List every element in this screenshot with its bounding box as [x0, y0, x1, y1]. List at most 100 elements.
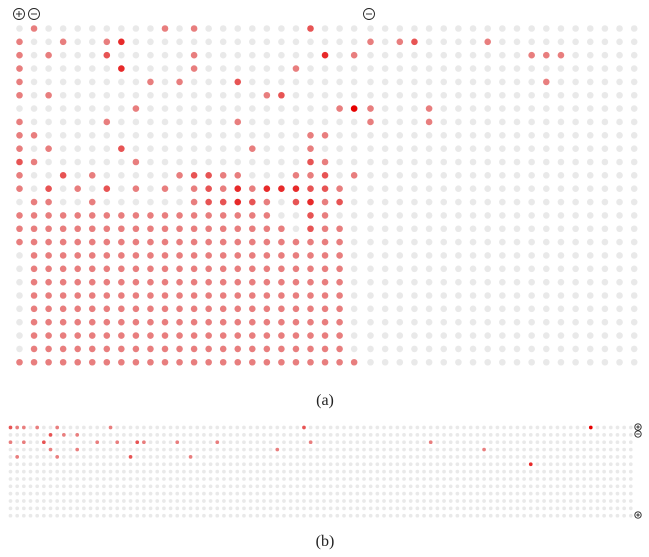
panel-b-dot	[468, 506, 473, 511]
panel-b-dot	[248, 433, 253, 437]
panel-a-left-dot	[205, 105, 212, 112]
panel-a-right-dot	[411, 65, 418, 72]
panel-b-dot	[575, 477, 580, 481]
panel-b-dot	[502, 484, 506, 489]
panel-a-right-dot	[543, 265, 550, 273]
panel-a-left-dot	[336, 345, 343, 353]
panel-a-left-dot	[147, 145, 154, 152]
panel-a-left-dot	[30, 172, 38, 179]
panel-a-left-dot	[132, 292, 140, 299]
panel-b-dot	[248, 477, 253, 481]
panel-b-dot	[55, 513, 60, 518]
panel-b-dot	[562, 469, 566, 474]
panel-b-dot	[42, 484, 46, 489]
panel-b-dot	[475, 462, 480, 467]
panel-a-left-dot	[249, 318, 256, 326]
panel-a-right-dot	[513, 105, 521, 112]
panel-b-dot	[608, 499, 613, 503]
panel-a-left-dot	[45, 158, 52, 166]
panel-b-dot	[142, 425, 146, 430]
panel-a-left-dot	[147, 358, 154, 366]
panel-b-dot	[162, 447, 166, 452]
panel-b-dot	[295, 455, 300, 459]
panel-a-left-dot	[205, 212, 212, 219]
panel-a-right-dot	[396, 51, 404, 59]
panel-a-left-dot	[205, 318, 212, 326]
panel-b-dot	[555, 433, 560, 437]
panel-b-dot	[88, 433, 93, 437]
panel-b-dot	[208, 491, 213, 496]
panel-b-dot	[175, 462, 180, 467]
panel-a-right-dot	[499, 358, 506, 366]
panel-b-dot	[322, 455, 326, 459]
panel-b-dot	[195, 477, 200, 481]
panel-a-left-dot	[132, 318, 140, 326]
panel-a-left-dot	[74, 145, 81, 152]
panel-b-dot	[435, 477, 440, 481]
panel-a-left-dot	[147, 78, 154, 86]
panel-a-right-dot	[484, 65, 492, 72]
panel-a-left-dot	[278, 172, 285, 179]
panel-a-right-dot	[586, 252, 594, 259]
panel-a-right-dot	[601, 172, 609, 179]
panel-a-left-dot	[350, 91, 358, 99]
panel-a-left-dot	[161, 358, 169, 366]
panel-b-dot	[322, 513, 326, 518]
panel-a-left-dot	[307, 265, 314, 273]
panel-a-right-dot	[586, 358, 594, 366]
panel-a-right-dot	[425, 305, 433, 313]
panel-b-dot	[215, 447, 220, 452]
panel-b-dot	[488, 469, 493, 474]
panel-b-dot	[375, 477, 380, 481]
panel-a-left-dot	[16, 318, 23, 326]
panel-b-dot	[262, 462, 266, 467]
panel-a-left-dot	[132, 132, 140, 139]
panel-b-dot	[535, 499, 540, 503]
panel-b-dot	[542, 513, 546, 518]
panel-a-right-dot	[528, 292, 535, 299]
panel-a-right-dot	[572, 172, 579, 179]
panel-a-left-dot	[118, 252, 125, 259]
panel-a-left-dot	[30, 198, 38, 206]
panel-b-dot	[82, 484, 86, 489]
panel-b-dot	[435, 469, 440, 474]
panel-b-dot	[542, 484, 546, 489]
panel-b-dot	[222, 477, 226, 481]
panel-a-left-dot	[74, 172, 81, 179]
panel-a-left-dot	[336, 51, 343, 59]
panel-a-right-dot	[543, 172, 550, 179]
panel-b-dot	[155, 513, 160, 518]
panel-a-left-dot	[147, 318, 154, 326]
panel-a-right-dot	[499, 118, 506, 126]
panel-b-dot	[382, 477, 386, 481]
panel-b-dot	[588, 499, 593, 503]
panel-b-dot	[222, 433, 226, 437]
panel-a-right-dot	[513, 265, 521, 273]
panel-a-left-dot	[16, 78, 23, 86]
panel-b-dot	[215, 440, 220, 445]
panel-a-left-dot	[74, 38, 81, 46]
panel-b-dot	[82, 455, 86, 459]
panel-b-dot	[435, 455, 440, 459]
panel-a-right-dot	[411, 145, 418, 152]
panel-a-right-dot	[557, 332, 565, 339]
panel-a-right-dot	[367, 105, 374, 112]
panel-b-dot	[335, 513, 340, 518]
panel-b-dot	[575, 491, 580, 496]
panel-b-dot	[242, 484, 246, 489]
panel-b-dot	[315, 440, 320, 445]
panel-a-right-dot	[367, 358, 374, 366]
panel-b-dot	[382, 499, 386, 503]
panel-a-right-dot	[586, 91, 594, 99]
panel-b-dot	[102, 513, 106, 518]
panel-b-dot	[548, 425, 553, 430]
panel-b-dot	[475, 477, 480, 481]
panel-b-dot	[228, 506, 233, 511]
panel-b-dot	[242, 513, 246, 518]
panel-a-right-dot	[425, 25, 433, 32]
panel-b-dot	[28, 455, 33, 459]
panel-a-left-dot	[103, 38, 111, 46]
panel-b-dot	[8, 455, 13, 459]
panel-a-right-dot	[630, 25, 638, 32]
panel-a-left-dot	[205, 345, 212, 353]
